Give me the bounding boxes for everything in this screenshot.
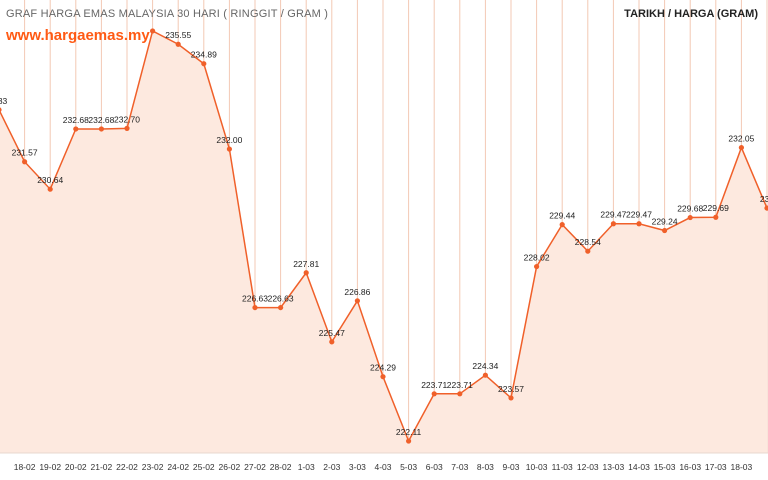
value-label: 232.68 bbox=[88, 115, 114, 125]
value-label: 224.29 bbox=[370, 363, 396, 373]
data-point bbox=[98, 126, 104, 132]
x-tick-label: 20-02 bbox=[65, 462, 87, 472]
x-tick-label: 24-02 bbox=[167, 462, 189, 472]
value-label: 223.57 bbox=[498, 384, 524, 394]
x-tick-label: 27-02 bbox=[244, 462, 266, 472]
x-tick-label: 4-03 bbox=[374, 462, 391, 472]
value-label: 228.02 bbox=[524, 253, 550, 263]
chart-title: GRAF HARGA EMAS MALAYSIA 30 HARI ( RINGG… bbox=[6, 8, 329, 20]
value-label: 224.34 bbox=[472, 361, 498, 371]
axis-legend-label: TARIKH / HARGA (GRAM) bbox=[624, 8, 758, 20]
data-point bbox=[662, 227, 668, 234]
value-label: 223.71 bbox=[421, 380, 447, 390]
data-point bbox=[636, 221, 642, 227]
value-label: 226.63 bbox=[268, 294, 294, 304]
x-tick-label: 10-03 bbox=[526, 462, 548, 472]
value-label: 226.86 bbox=[344, 287, 370, 297]
x-tick-label: 3-03 bbox=[349, 462, 366, 472]
value-label: 229.68 bbox=[677, 204, 703, 214]
x-tick-label: 9-03 bbox=[502, 462, 519, 472]
data-point bbox=[175, 41, 181, 47]
value-label: 232.70 bbox=[114, 114, 140, 124]
value-label: 232.05 bbox=[728, 134, 754, 144]
data-point bbox=[508, 395, 514, 401]
x-tick-label: 16-03 bbox=[679, 462, 701, 472]
value-labels: 3.33231.57230.64232.68232.68232.70235.55… bbox=[0, 30, 768, 437]
value-label: 231.57 bbox=[12, 148, 38, 158]
brand-link[interactable]: www.hargaemas.my bbox=[6, 27, 150, 44]
x-tick-label: 12-03 bbox=[577, 462, 599, 472]
x-tick-label: 8-03 bbox=[477, 462, 494, 472]
data-point bbox=[534, 263, 540, 270]
data-point bbox=[252, 304, 258, 311]
value-label: 227.81 bbox=[293, 259, 319, 269]
value-label: 230 bbox=[760, 194, 768, 204]
price-points bbox=[0, 28, 768, 444]
value-label: 230.64 bbox=[37, 175, 63, 185]
x-tick-label: 19-02 bbox=[39, 462, 61, 472]
price-area bbox=[0, 30, 767, 453]
value-label: 222.11 bbox=[396, 427, 422, 437]
x-tick-label: 11-03 bbox=[552, 462, 573, 472]
value-label: 229.24 bbox=[652, 217, 678, 227]
data-point bbox=[73, 126, 79, 132]
value-label: 228.54 bbox=[575, 237, 601, 247]
data-point bbox=[124, 125, 130, 131]
value-label: 225.47 bbox=[319, 328, 345, 338]
x-tick-label: 17-03 bbox=[705, 462, 727, 472]
data-point bbox=[687, 214, 693, 221]
x-tick-label: 22-02 bbox=[116, 462, 138, 472]
value-label: 229.47 bbox=[600, 210, 626, 220]
data-point bbox=[764, 205, 768, 211]
data-point bbox=[585, 248, 591, 254]
x-tick-label: 18-03 bbox=[731, 462, 753, 472]
x-tick-label: 25-02 bbox=[193, 462, 215, 472]
data-point bbox=[22, 159, 28, 165]
value-label: 229.69 bbox=[703, 203, 729, 213]
data-point bbox=[303, 270, 309, 276]
value-label: 226.63 bbox=[242, 294, 268, 304]
x-tick-label: 6-03 bbox=[426, 462, 443, 472]
data-point bbox=[380, 374, 386, 380]
x-tick-label: 21-02 bbox=[91, 462, 113, 472]
data-point bbox=[457, 391, 463, 397]
x-tick-label: 18-02 bbox=[14, 462, 36, 472]
value-label: 235.55 bbox=[165, 30, 191, 40]
x-tick-label: 13-03 bbox=[603, 462, 625, 472]
value-label: 229.47 bbox=[626, 210, 652, 220]
x-tick-label: 15-03 bbox=[654, 462, 676, 472]
x-tick-label: 23-02 bbox=[142, 462, 164, 472]
data-point bbox=[226, 146, 232, 152]
data-point bbox=[406, 438, 412, 444]
data-point bbox=[559, 222, 565, 228]
data-point bbox=[610, 221, 617, 227]
x-tick-label: 7-03 bbox=[451, 462, 468, 472]
x-axis-ticks: 18-02 19-02 20-02 21-02 22-02 23-02 24-02 25-02… bbox=[0, 452, 768, 472]
data-point bbox=[329, 339, 335, 345]
data-point bbox=[150, 28, 156, 34]
x-tick-label: 2-03 bbox=[323, 462, 340, 472]
x-tick-label: 1-03 bbox=[298, 462, 315, 472]
x-tick-label: 26-02 bbox=[219, 462, 241, 472]
x-tick-label: 5-03 bbox=[400, 462, 417, 472]
x-tick-label: 14-03 bbox=[628, 462, 650, 472]
data-point bbox=[713, 214, 719, 220]
data-point bbox=[0, 107, 2, 113]
value-label: 3.33 bbox=[0, 96, 8, 106]
data-point bbox=[431, 391, 437, 397]
data-point bbox=[47, 186, 53, 192]
value-label: 223.71 bbox=[447, 380, 473, 390]
value-label: 232.00 bbox=[216, 135, 242, 145]
x-tick-label: 28-02 bbox=[270, 462, 292, 472]
value-label: 229.44 bbox=[549, 211, 575, 221]
area-fill bbox=[0, 30, 767, 453]
data-point bbox=[201, 61, 207, 67]
data-point bbox=[482, 372, 488, 378]
data-point bbox=[354, 298, 360, 304]
data-point bbox=[278, 304, 284, 311]
data-point bbox=[738, 144, 745, 151]
value-label: 232.68 bbox=[63, 115, 89, 125]
value-label: 234.89 bbox=[191, 50, 217, 60]
